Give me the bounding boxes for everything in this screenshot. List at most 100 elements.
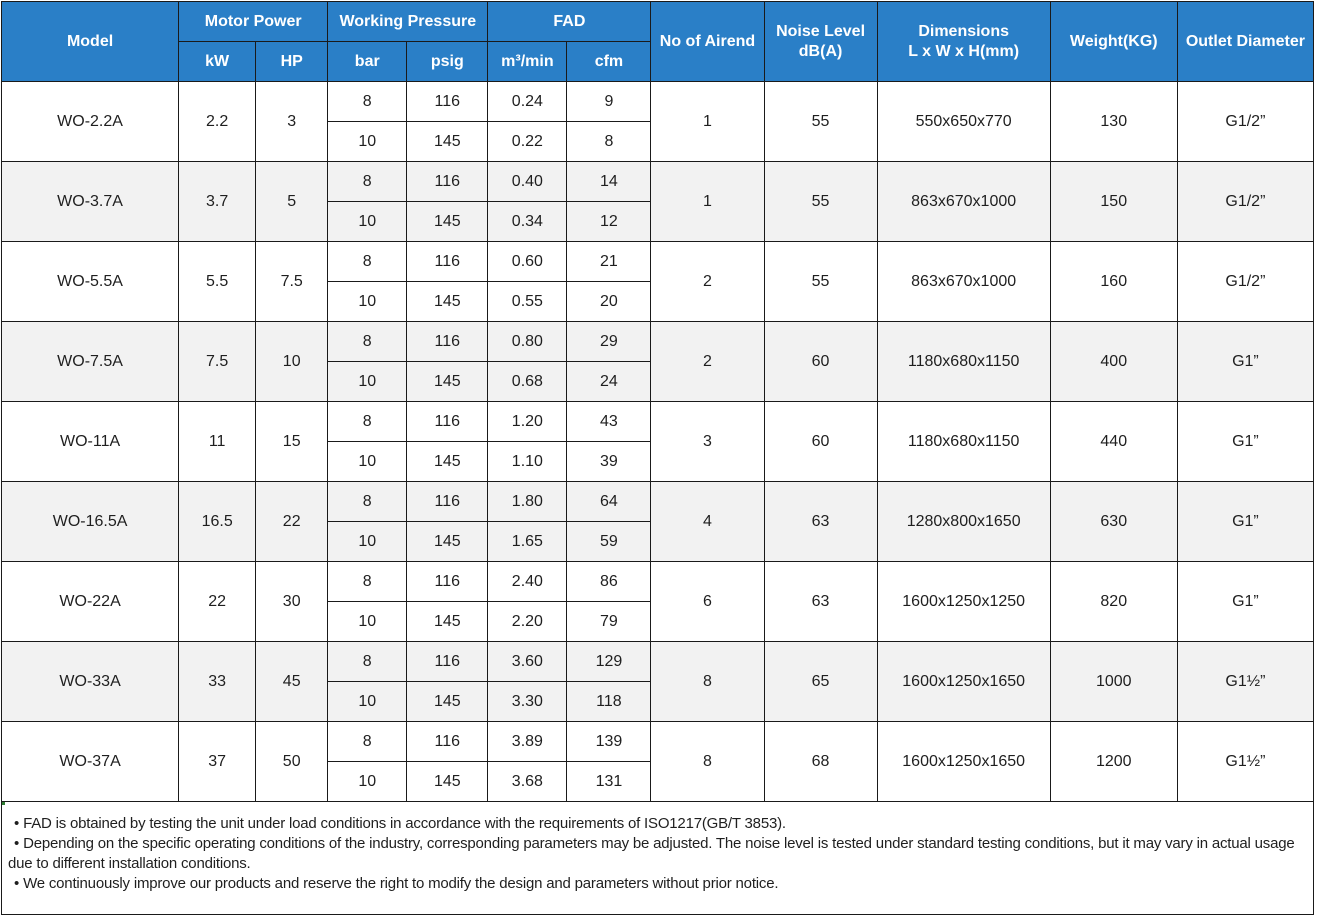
note-fad: • FAD is obtained by testing the unit und… <box>8 814 1307 834</box>
cell-dimensions: 1280x800x1650 <box>876 481 1051 562</box>
cell-m3min: 0.24 <box>487 81 568 122</box>
cell-bar: 10 <box>327 201 408 242</box>
cell-noise: 60 <box>763 321 878 402</box>
cell-m3min: 0.22 <box>487 121 568 162</box>
note-improvement: • We continuously improve our products an… <box>8 874 1307 894</box>
cell-hp: 3 <box>255 81 329 162</box>
cell-cfm: 14 <box>566 161 652 202</box>
table-row: WO-37A 37 50 8 116 3.89 139 8 68 1600x1250x1650 12… <box>0 721 1315 802</box>
cell-dimensions: 863x670x1000 <box>876 241 1051 322</box>
cell-bar: 8 <box>327 641 408 682</box>
cell-m3min: 3.30 <box>487 681 568 722</box>
cell-bar: 8 <box>327 321 408 362</box>
header-bar: bar <box>327 41 408 82</box>
cell-cfm: 21 <box>566 241 652 282</box>
spec-table: Model Motor Power Working Pressure FAD N… <box>0 1 1315 802</box>
cell-psig: 145 <box>406 201 489 242</box>
cell-psig: 145 <box>406 441 489 482</box>
cell-noise: 55 <box>763 161 878 242</box>
cell-m3min: 3.60 <box>487 641 568 682</box>
cell-psig: 145 <box>406 281 489 322</box>
cell-bar: 8 <box>327 81 408 122</box>
cell-dimensions: 550x650x770 <box>876 81 1051 162</box>
header-weight: Weight(KG) <box>1049 1 1178 82</box>
cell-kw: 37 <box>178 721 257 802</box>
cell-cfm: 131 <box>566 761 652 802</box>
cell-cfm: 139 <box>566 721 652 762</box>
cell-weight: 440 <box>1049 401 1178 482</box>
cell-kw: 33 <box>178 641 257 722</box>
cell-cfm: 39 <box>566 441 652 482</box>
cell-noise: 60 <box>763 401 878 482</box>
cell-noise: 68 <box>763 721 878 802</box>
cell-weight: 1000 <box>1049 641 1178 722</box>
cell-bar: 10 <box>327 441 408 482</box>
table-header: Model Motor Power Working Pressure FAD N… <box>0 1 1315 82</box>
cell-cfm: 29 <box>566 321 652 362</box>
header-noise-level-line1: Noise Level <box>776 22 866 40</box>
cell-model: WO-2.2A <box>0 81 180 162</box>
cell-noise: 55 <box>763 81 878 162</box>
cell-model: WO-16.5A <box>0 481 180 562</box>
table-row: WO-2.2A 2.2 3 8 116 0.24 9 1 55 550x650x770 130 G1/… <box>0 81 1315 162</box>
note-improvement-text: We continuously improve our products and… <box>23 875 779 892</box>
cell-cfm: 79 <box>566 601 652 642</box>
header-dimensions-line1: Dimensions <box>918 22 1009 40</box>
cell-outlet: G1½” <box>1176 721 1315 802</box>
cell-m3min: 0.40 <box>487 161 568 202</box>
cell-model: WO-5.5A <box>0 241 180 322</box>
cell-model: WO-3.7A <box>0 161 180 242</box>
cell-kw: 11 <box>178 401 257 482</box>
cell-cfm: 9 <box>566 81 652 122</box>
header-outlet-diameter: Outlet Diameter <box>1176 1 1315 82</box>
cell-airend: 1 <box>650 161 765 242</box>
cell-airend: 1 <box>650 81 765 162</box>
cell-noise: 63 <box>763 561 878 642</box>
cell-kw: 3.7 <box>178 161 257 242</box>
cell-kw: 22 <box>178 561 257 642</box>
cell-bar: 8 <box>327 721 408 762</box>
note-fad-text: FAD is obtained by testing the unit unde… <box>23 815 786 832</box>
notes-block: • FAD is obtained by testing the unit und… <box>1 801 1314 915</box>
cell-weight: 400 <box>1049 321 1178 402</box>
cell-noise: 63 <box>763 481 878 562</box>
cell-outlet: G1” <box>1176 321 1315 402</box>
bullet-icon: • <box>14 835 20 852</box>
table-row: WO-16.5A 16.5 22 8 116 1.80 64 4 63 1280x800x1650… <box>0 481 1315 562</box>
header-psig: psig <box>406 41 489 82</box>
cell-cfm: 64 <box>566 481 652 522</box>
cell-psig: 116 <box>406 81 489 122</box>
cell-hp: 15 <box>255 401 329 482</box>
cell-m3min: 0.80 <box>487 321 568 362</box>
cell-kw: 16.5 <box>178 481 257 562</box>
header-dimensions-line2: L x W x H(mm) <box>908 42 1020 60</box>
table-row: WO-5.5A 5.5 7.5 8 116 0.60 21 2 55 863x670x1000 16… <box>0 241 1315 322</box>
cell-weight: 820 <box>1049 561 1178 642</box>
table-row-sub: 10 145 0.34 12 <box>2 201 1314 242</box>
cell-cfm: 12 <box>566 201 652 242</box>
header-model: Model <box>0 1 180 82</box>
cell-psig: 145 <box>406 121 489 162</box>
table-row-sub: 10 145 3.68 131 <box>2 761 1314 802</box>
cell-model: WO-11A <box>0 401 180 482</box>
cell-outlet: G1½” <box>1176 641 1315 722</box>
cell-dimensions: 1180x680x1150 <box>876 321 1051 402</box>
cell-weight: 160 <box>1049 241 1178 322</box>
cell-m3min: 0.60 <box>487 241 568 282</box>
cell-cfm: 20 <box>566 281 652 322</box>
cell-airend: 3 <box>650 401 765 482</box>
cell-hp: 5 <box>255 161 329 242</box>
note-parameters: • Depending on the specific operating con… <box>8 834 1307 874</box>
cell-bar: 10 <box>327 601 408 642</box>
cell-bar: 8 <box>327 241 408 282</box>
cell-outlet: G1” <box>1176 401 1315 482</box>
cell-dimensions: 1180x680x1150 <box>876 401 1051 482</box>
cell-psig: 116 <box>406 641 489 682</box>
cell-bar: 10 <box>327 281 408 322</box>
cell-airend: 8 <box>650 641 765 722</box>
bullet-icon: • <box>14 815 20 832</box>
cell-bar: 10 <box>327 681 408 722</box>
cell-hp: 7.5 <box>255 241 329 322</box>
table-row-sub: 10 145 2.20 79 <box>2 601 1314 642</box>
cell-cfm: 86 <box>566 561 652 602</box>
